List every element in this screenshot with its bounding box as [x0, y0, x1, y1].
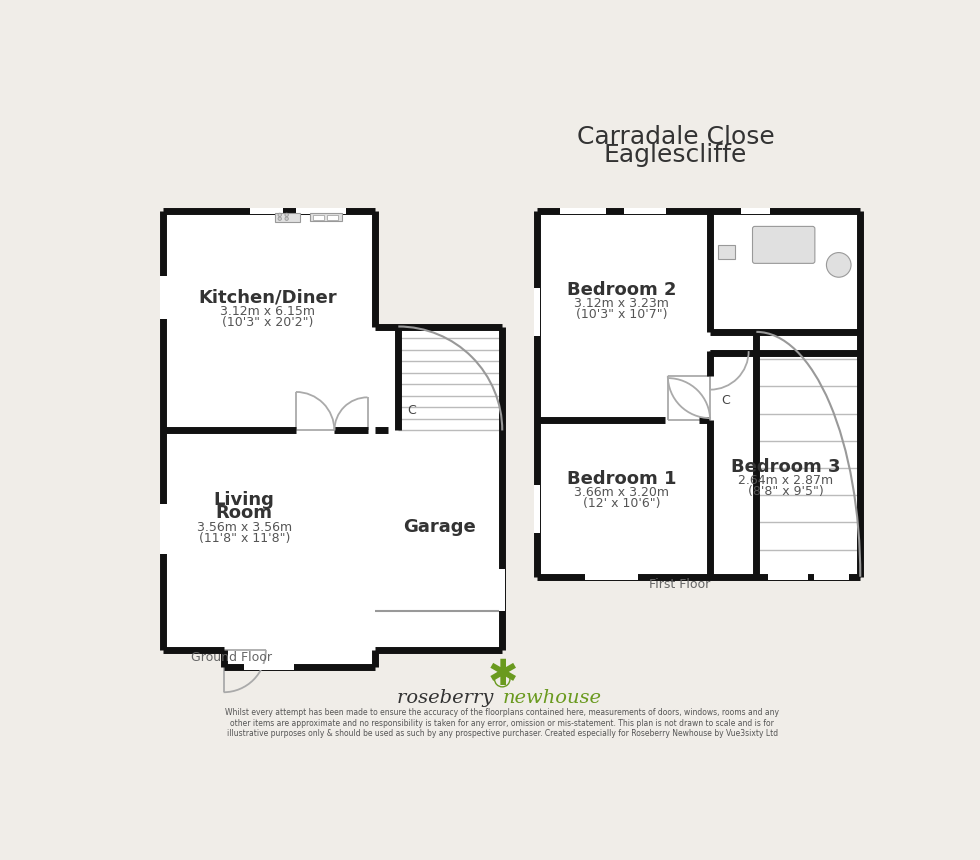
Text: 3.12m x 3.23m: 3.12m x 3.23m — [574, 297, 669, 310]
Text: 3.12m x 6.15m: 3.12m x 6.15m — [220, 305, 315, 318]
Text: (8'8" x 9'5"): (8'8" x 9'5") — [748, 485, 823, 498]
Circle shape — [278, 213, 281, 217]
Text: C: C — [721, 394, 730, 407]
Text: Whilst every attempt has been made to ensure the accuracy of the floorplans cont: Whilst every attempt has been made to en… — [225, 708, 779, 738]
Bar — [223, 650, 375, 666]
Bar — [275, 213, 300, 222]
Bar — [499, 569, 506, 611]
Bar — [313, 215, 324, 220]
Bar — [244, 664, 294, 670]
Bar — [741, 208, 770, 214]
Text: (10'3" x 20'2"): (10'3" x 20'2") — [221, 316, 313, 329]
Bar — [768, 574, 808, 580]
Text: Garage: Garage — [403, 518, 475, 536]
Text: (11'8" x 11'8"): (11'8" x 11'8") — [199, 531, 290, 544]
Bar — [326, 215, 338, 220]
Bar — [164, 211, 375, 650]
Text: 3.56m x 3.56m: 3.56m x 3.56m — [197, 521, 292, 534]
Text: Bedroom 3: Bedroom 3 — [731, 458, 841, 476]
Circle shape — [278, 217, 281, 220]
Bar — [161, 504, 167, 554]
FancyBboxPatch shape — [753, 226, 815, 263]
Bar — [310, 213, 342, 221]
Text: C: C — [408, 403, 416, 416]
Text: Kitchen/Diner: Kitchen/Diner — [198, 288, 337, 306]
Text: Bedroom 1: Bedroom 1 — [566, 470, 676, 488]
Text: Ground Floor: Ground Floor — [191, 651, 271, 664]
Text: Carradale Close: Carradale Close — [576, 125, 774, 149]
Bar — [375, 327, 503, 650]
Text: Bedroom 2: Bedroom 2 — [566, 280, 676, 298]
Bar — [251, 208, 283, 214]
Text: roseberry: roseberry — [397, 689, 500, 707]
Circle shape — [826, 253, 851, 277]
Text: 3.66m x 3.20m: 3.66m x 3.20m — [574, 486, 669, 500]
Text: (10'3" x 10'7"): (10'3" x 10'7") — [576, 308, 667, 321]
Text: Eaglescliffe: Eaglescliffe — [604, 144, 747, 167]
Bar — [161, 276, 167, 319]
Bar — [534, 288, 540, 335]
Bar — [585, 574, 638, 580]
Text: Room: Room — [216, 504, 272, 522]
Bar — [534, 485, 540, 533]
Bar — [560, 208, 607, 214]
Circle shape — [285, 217, 288, 220]
Text: First Floor: First Floor — [649, 578, 710, 591]
Bar — [537, 211, 860, 577]
Text: Living: Living — [214, 491, 274, 509]
Bar — [296, 208, 346, 214]
Circle shape — [285, 213, 288, 217]
Bar — [717, 245, 735, 259]
Text: 2.64m x 2.87m: 2.64m x 2.87m — [738, 474, 833, 487]
Bar — [814, 574, 849, 580]
Text: newhouse: newhouse — [503, 689, 602, 707]
Bar — [624, 208, 666, 214]
Text: (12' x 10'6"): (12' x 10'6") — [583, 497, 661, 510]
Text: ✱: ✱ — [487, 658, 517, 691]
